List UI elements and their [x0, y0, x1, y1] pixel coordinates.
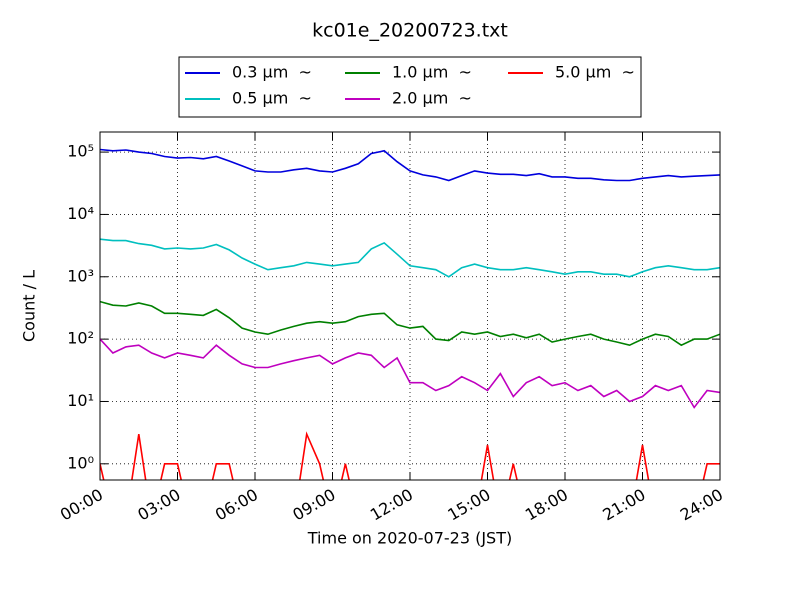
- chart-title: kc01e_20200723.txt: [312, 20, 508, 42]
- y-tick-label: 10⁵: [67, 142, 94, 161]
- data-line: [100, 338, 720, 409]
- y-tick-label: 10²: [67, 329, 94, 348]
- y-axis-label: Count / L: [20, 270, 39, 342]
- y-tick-label: 10⁴: [67, 204, 94, 223]
- plot-lines: [100, 148, 720, 480]
- x-axis-label: Time on 2020-07-23 (JST): [307, 529, 512, 548]
- legend-label: 0.3 μm ~: [232, 63, 312, 82]
- data-line: [100, 238, 720, 278]
- legend-box: [178, 56, 642, 118]
- y-tick-label: 10³: [67, 266, 94, 285]
- legend-label: 2.0 μm ~: [392, 89, 472, 108]
- plot-frame: [99, 131, 721, 481]
- data-line: [100, 148, 720, 182]
- y-tick-label: 10¹: [67, 391, 94, 410]
- y-tick-label: 10⁰: [67, 453, 94, 472]
- legend-label: 0.5 μm ~: [232, 89, 312, 108]
- legend-label: 1.0 μm ~: [392, 63, 472, 82]
- data-line: [100, 300, 720, 347]
- legend-label: 5.0 μm ~: [555, 63, 635, 82]
